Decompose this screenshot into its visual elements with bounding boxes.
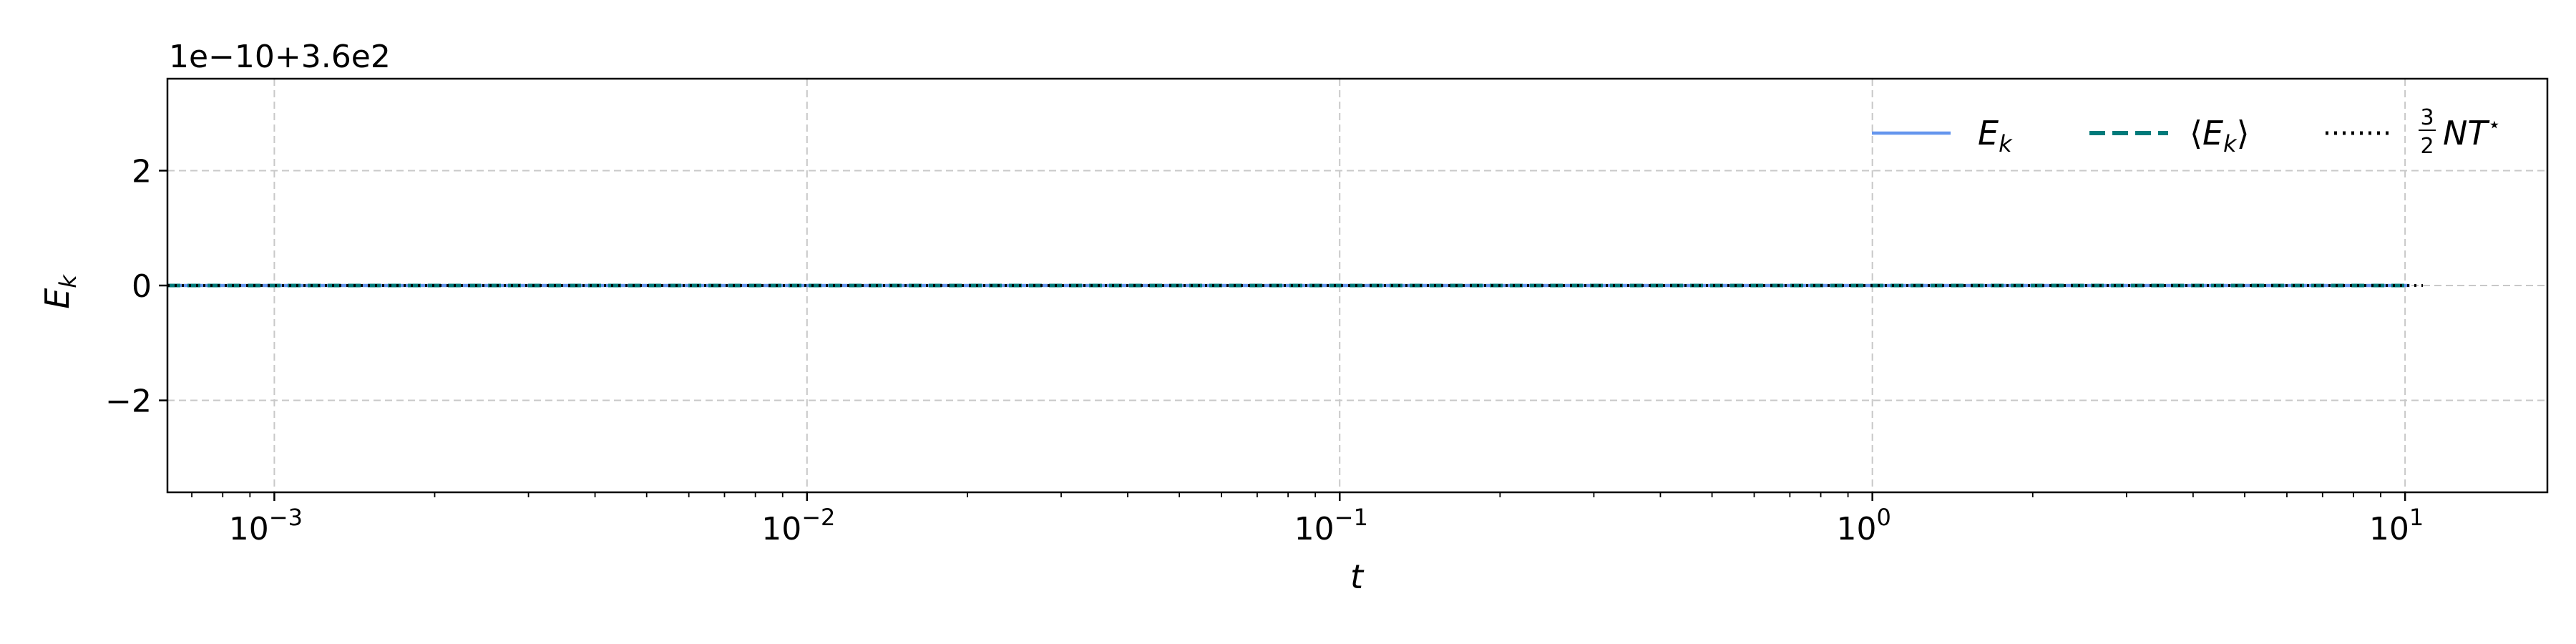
y-offset-text: 1e−10+3.6e2 bbox=[169, 39, 391, 75]
x-axis-ticks: 10−3 10−2 10−1 100 101 bbox=[229, 492, 2424, 547]
legend-label-mean-ek: ⟨Ek⟩ bbox=[2190, 114, 2250, 157]
y-tick-label: −2 bbox=[105, 384, 152, 420]
y-axis-label: Ek bbox=[38, 274, 82, 309]
y-tick-label: 2 bbox=[132, 153, 152, 190]
x-tick-label: 10−1 bbox=[1294, 504, 1368, 547]
svg-text:3: 3 bbox=[2420, 105, 2434, 130]
svg-text:2: 2 bbox=[2420, 134, 2434, 159]
x-tick-label: 100 bbox=[1836, 504, 1890, 547]
y-tick-label: 0 bbox=[132, 268, 152, 305]
legend-item-mean-ek: ⟨Ek⟩ bbox=[2089, 114, 2250, 157]
x-tick-label: 10−3 bbox=[229, 504, 303, 547]
legend-label-ek: Ek bbox=[1978, 114, 2013, 157]
y-axis-ticks: −2 0 2 bbox=[105, 153, 167, 420]
legend-label-three-halves-nt: 3 2 NT⋆ bbox=[2419, 105, 2501, 159]
svg-text:NT⋆: NT⋆ bbox=[2443, 112, 2501, 152]
legend-item-ek: Ek bbox=[1872, 114, 2013, 157]
plot-frame bbox=[166, 77, 2549, 494]
legend: Ek ⟨Ek⟩ 3 2 NT⋆ bbox=[1872, 105, 2501, 159]
legend-item-three-halves-nt: 3 2 NT⋆ bbox=[2326, 105, 2501, 159]
x-tick-label: 101 bbox=[2369, 504, 2424, 547]
x-tick-label: 10−2 bbox=[761, 504, 835, 547]
x-axis-label: t bbox=[1350, 557, 1365, 596]
